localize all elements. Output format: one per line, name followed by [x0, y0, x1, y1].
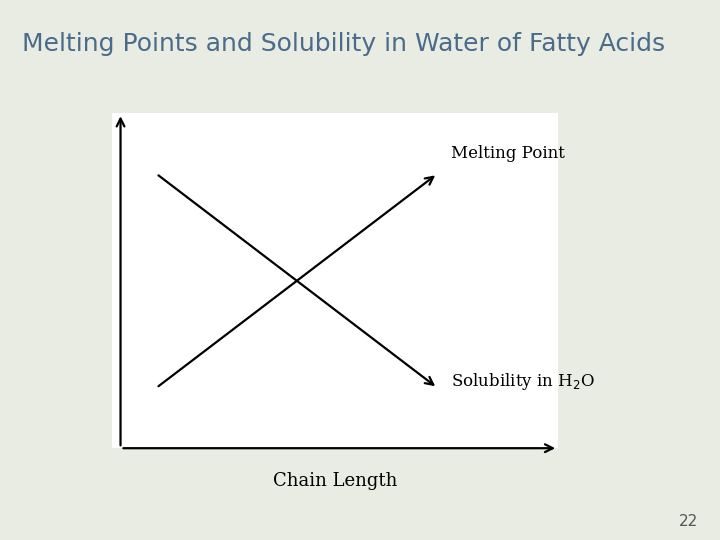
- Text: Melting Point: Melting Point: [451, 145, 564, 162]
- Text: 22: 22: [679, 514, 698, 529]
- Text: Solubility in H$_2$O: Solubility in H$_2$O: [451, 371, 595, 392]
- Text: Chain Length: Chain Length: [273, 471, 397, 490]
- Text: Melting Points and Solubility in Water of Fatty Acids: Melting Points and Solubility in Water o…: [22, 32, 665, 56]
